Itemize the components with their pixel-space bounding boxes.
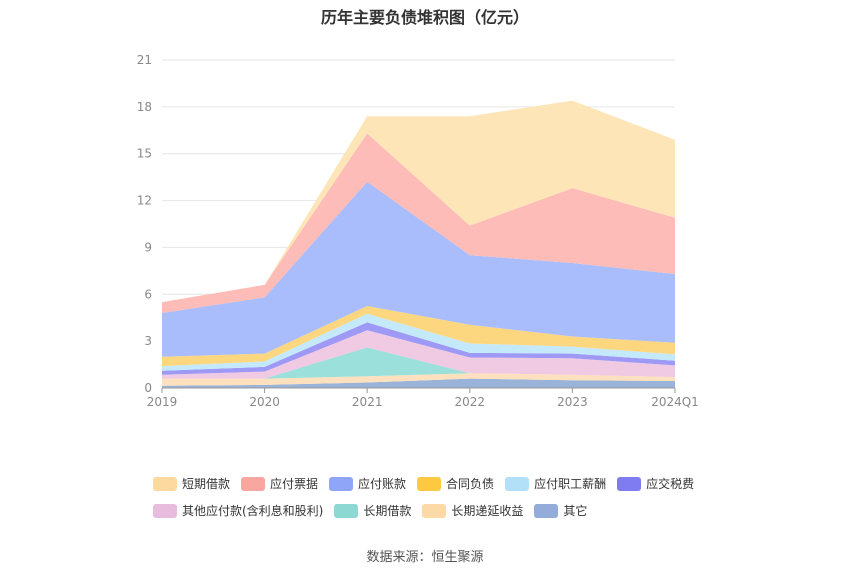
- legend-label: 长期递延收益: [451, 504, 524, 518]
- legend-item[interactable]: 合同负债: [417, 475, 494, 492]
- legend-swatch: [617, 476, 642, 491]
- x-tick-label: 2020: [249, 395, 280, 409]
- legend-swatch: [334, 503, 359, 518]
- area-series-应付票据: [162, 133, 675, 313]
- legend-swatch: [422, 503, 447, 518]
- legend-swatch: [534, 503, 559, 518]
- legend-label: 其他应付款(含利息和股利): [182, 504, 324, 518]
- x-tick-label: 2021: [352, 395, 383, 409]
- area-series-长期借款: [162, 347, 675, 379]
- x-tick-label: 2019: [147, 395, 178, 409]
- legend-label: 应交税费: [646, 477, 695, 491]
- legend-label: 应付职工薪酬: [534, 477, 607, 491]
- legend-swatch: [153, 476, 177, 491]
- y-tick-label: 12: [137, 194, 152, 208]
- y-tick-label: 15: [137, 147, 152, 161]
- legend-item[interactable]: 应交税费: [617, 475, 694, 492]
- legend-item[interactable]: 应付职工薪酬: [505, 475, 606, 492]
- legend-item[interactable]: 长期借款: [334, 502, 411, 519]
- area-series-短期借款: [162, 100, 675, 303]
- area-series-应交税费: [162, 322, 675, 375]
- legend-swatch: [417, 476, 442, 491]
- legend-swatch: [329, 476, 354, 491]
- legend-item[interactable]: 其他应付款(含利息和股利): [153, 502, 323, 519]
- x-tick-label: 2022: [455, 395, 486, 409]
- legend-item[interactable]: 应付账款: [329, 475, 406, 492]
- legend-swatch: [241, 476, 266, 491]
- legend-swatch: [505, 476, 530, 491]
- stacked-area-chart: 0 3 6 9 12 15 18 21 2019 2020 2021 2022 2023 2024Q1: [137, 53, 699, 409]
- legend-item[interactable]: 长期递延收益: [422, 502, 523, 519]
- legend-label: 短期借款: [182, 477, 231, 491]
- legend-row: 其他应付款(含利息和股利) 长期借款 长期递延收益 其它: [153, 497, 733, 524]
- area-series-合同负债: [162, 306, 675, 367]
- legend-item[interactable]: 应付票据: [241, 475, 318, 492]
- y-tick-label: 0: [144, 381, 152, 395]
- legend-label: 其它: [563, 504, 588, 518]
- x-tick-label: 2023: [557, 395, 588, 409]
- y-tick-label: 21: [137, 53, 152, 67]
- area-series-应付账款: [162, 181, 675, 357]
- area-series-应付职工薪酬: [162, 313, 675, 371]
- legend-row: 短期借款 应付票据 应付账款 合同负债 应付职工薪酬 应交税费: [153, 470, 733, 497]
- y-tick-label: 9: [144, 240, 152, 254]
- area-series-长期递延收益: [162, 373, 675, 386]
- chart-title: 历年主要负债堆积图（亿元）: [320, 8, 529, 27]
- legend-label: 应付账款: [358, 477, 407, 491]
- legend-label: 合同负债: [446, 477, 495, 491]
- y-tick-label: 6: [144, 287, 152, 301]
- area-series-其它: [162, 378, 675, 388]
- legend-item[interactable]: 其它: [534, 502, 587, 519]
- legend-swatch: [153, 503, 177, 518]
- data-source: 数据来源：恒生聚源: [366, 550, 484, 565]
- legend-item[interactable]: 短期借款: [153, 475, 230, 492]
- y-tick-label: 18: [137, 100, 152, 114]
- area-series-其他应付款(含利息和股利): [162, 330, 675, 379]
- legend-label: 长期借款: [363, 504, 412, 518]
- x-tick-label: 2024Q1: [651, 395, 699, 409]
- legend-label: 应付票据: [270, 477, 319, 491]
- chart-legend: 短期借款 应付票据 应付账款 合同负债 应付职工薪酬 应交税费其他应付款(含利息和股利) 长…: [153, 470, 733, 524]
- y-tick-label: 3: [144, 334, 152, 348]
